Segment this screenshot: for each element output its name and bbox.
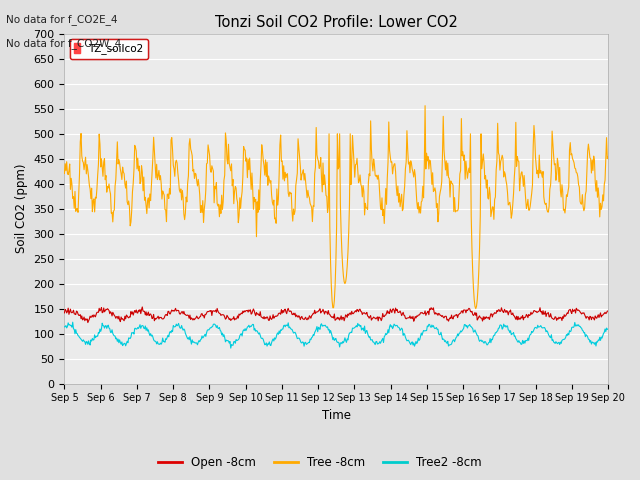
X-axis label: Time: Time xyxy=(322,409,351,422)
Text: No data for f_CO2E_4: No data for f_CO2E_4 xyxy=(6,14,118,25)
Text: No data for f_CO2W_4: No data for f_CO2W_4 xyxy=(6,38,122,49)
Legend: Open -8cm, Tree -8cm, Tree2 -8cm: Open -8cm, Tree -8cm, Tree2 -8cm xyxy=(154,452,486,474)
Title: Tonzi Soil CO2 Profile: Lower CO2: Tonzi Soil CO2 Profile: Lower CO2 xyxy=(215,15,458,30)
Legend: TZ_soilco2: TZ_soilco2 xyxy=(70,39,148,59)
Y-axis label: Soil CO2 (ppm): Soil CO2 (ppm) xyxy=(15,164,28,253)
